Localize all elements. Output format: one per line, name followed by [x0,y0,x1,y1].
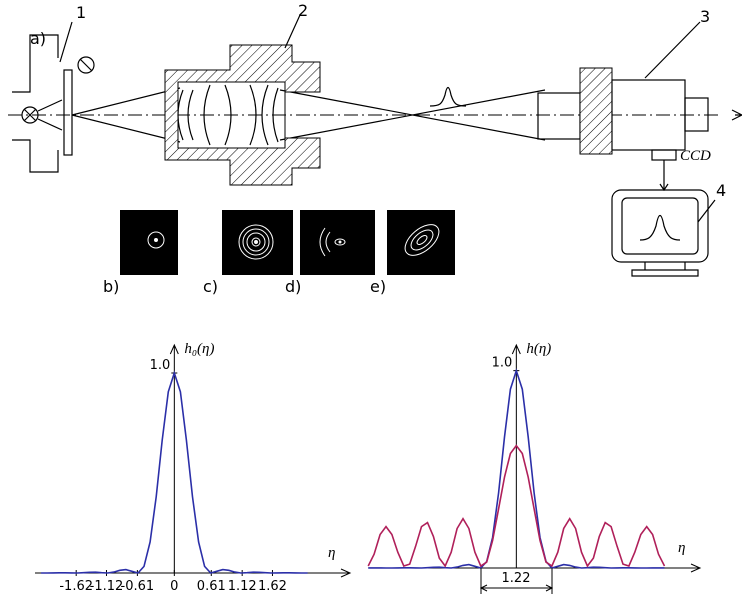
x-tick-label: 1.62 [258,579,287,594]
monitor [612,190,708,262]
setup-diagram: a) 1 2 3 4 CCD b) c) d) e) [8,1,742,296]
ccd-arrow [660,160,668,190]
pinhole-plate [64,70,72,155]
camera-ring [580,68,612,154]
pattern-d [300,210,375,275]
label: 1 [76,3,86,22]
x-axis-label: η [328,545,335,561]
label: 4 [716,181,726,200]
monitor-stand [632,262,698,276]
figure: a) 1 2 3 4 CCD b) c) d) e) -1.62-1.12-0.… [0,0,742,601]
source-housing [12,35,58,172]
label: 2 [298,1,308,20]
label: b) [103,277,119,296]
x-tick-label: 1.12 [228,579,257,594]
monitor-screen [622,198,698,254]
psf-sketch [430,88,466,107]
monitor-psf [640,216,680,241]
x-tick-label: -1.62 [59,579,93,594]
camera-lens [538,93,580,139]
x-tick-label: 0.61 [197,579,226,594]
x-axis-label: η [678,540,685,556]
label: c) [203,277,218,296]
pattern-b [120,210,178,275]
y-axis-label: h(η) [526,341,551,357]
y-axis-label: h₀(η) [184,341,214,357]
y-tick-label: 1.0 [150,358,171,373]
x-tick-label: -1.12 [90,579,124,594]
label: d) [285,277,301,296]
x-tick-label: 0 [170,579,178,594]
label: a) [30,29,46,48]
pattern-e [387,210,455,275]
annotation: 1.22 [502,571,531,586]
y-tick-label: 1.0 [492,356,513,371]
x-tick-label: -0.61 [121,579,155,594]
ccd-box [652,150,676,160]
label: CCD [680,148,711,164]
eye [732,110,742,120]
label: 3 [700,7,710,26]
diode-mark [80,59,92,71]
label: e) [370,277,386,296]
